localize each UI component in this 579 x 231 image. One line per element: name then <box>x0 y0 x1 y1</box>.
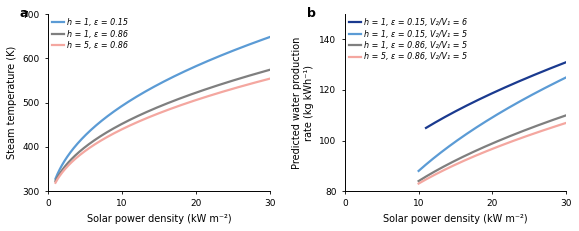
h = 1, ε = 0.15, V₂/V₁ = 5 <box>433 155 440 157</box>
h = 5, ε = 0.86 <box>78 152 85 155</box>
h = 1, ε = 0.86, V₂/V₁ = 5 <box>508 134 515 137</box>
Line: h = 1, ε = 0.15, V₂/V₁ = 6: h = 1, ε = 0.15, V₂/V₁ = 6 <box>426 62 566 128</box>
h = 5, ε = 0.86, V₂/V₁ = 5 <box>522 135 529 138</box>
h = 5, ε = 0.86 <box>137 119 144 122</box>
h = 1, ε = 0.86, V₂/V₁ = 5 <box>474 149 481 152</box>
h = 1, ε = 0.86 <box>207 86 214 89</box>
h = 5, ε = 0.86 <box>186 101 193 103</box>
h = 1, ε = 0.86 <box>78 149 85 152</box>
h = 1, ε = 0.86 <box>208 86 215 89</box>
h = 1, ε = 0.15, V₂/V₁ = 5 <box>522 97 529 100</box>
Legend: h = 1, ε = 0.15, h = 1, ε = 0.86, h = 5, ε = 0.86: h = 1, ε = 0.15, h = 1, ε = 0.86, h = 5,… <box>50 16 130 52</box>
Y-axis label: Predicted water production
rate (kg kWh⁻¹): Predicted water production rate (kg kWh⁻… <box>292 36 314 169</box>
Line: h = 1, ε = 0.86: h = 1, ε = 0.86 <box>56 70 270 181</box>
h = 1, ε = 0.15, V₂/V₁ = 6 <box>563 61 570 64</box>
h = 5, ε = 0.86 <box>122 126 129 129</box>
h = 1, ε = 0.15, V₂/V₁ = 6 <box>525 76 532 79</box>
h = 1, ε = 0.15 <box>78 138 85 141</box>
h = 1, ε = 0.86 <box>122 121 129 124</box>
h = 1, ε = 0.15, V₂/V₁ = 6 <box>439 117 446 119</box>
h = 1, ε = 0.15, V₂/V₁ = 6 <box>478 97 485 100</box>
h = 5, ε = 0.86, V₂/V₁ = 5 <box>463 158 470 161</box>
h = 1, ε = 0.15, V₂/V₁ = 5 <box>563 76 570 79</box>
h = 1, ε = 0.15, V₂/V₁ = 5 <box>522 97 529 100</box>
h = 5, ε = 0.86 <box>207 94 214 97</box>
h = 1, ε = 0.15 <box>266 36 273 39</box>
h = 1, ε = 0.86 <box>186 93 193 96</box>
Line: h = 1, ε = 0.86, V₂/V₁ = 5: h = 1, ε = 0.86, V₂/V₁ = 5 <box>419 115 566 181</box>
h = 5, ε = 0.86, V₂/V₁ = 5 <box>563 122 570 124</box>
h = 1, ε = 0.86 <box>137 113 144 116</box>
h = 5, ε = 0.86, V₂/V₁ = 5 <box>474 154 481 156</box>
h = 1, ε = 0.86, V₂/V₁ = 5 <box>522 129 529 131</box>
h = 1, ε = 0.15, V₂/V₁ = 5 <box>415 170 422 172</box>
h = 1, ε = 0.86, V₂/V₁ = 5 <box>433 169 440 172</box>
Text: a: a <box>19 7 28 20</box>
Y-axis label: Steam temperature (K): Steam temperature (K) <box>7 46 17 159</box>
h = 1, ε = 0.15 <box>52 177 59 180</box>
h = 1, ε = 0.15, V₂/V₁ = 5 <box>508 105 515 107</box>
h = 5, ε = 0.86, V₂/V₁ = 5 <box>508 140 515 143</box>
h = 5, ε = 0.86, V₂/V₁ = 5 <box>415 182 422 185</box>
h = 1, ε = 0.15 <box>207 59 214 61</box>
Text: b: b <box>307 7 316 20</box>
h = 5, ε = 0.86, V₂/V₁ = 5 <box>433 173 440 175</box>
h = 1, ε = 0.15 <box>137 93 144 96</box>
h = 1, ε = 0.86, V₂/V₁ = 5 <box>463 154 470 156</box>
h = 5, ε = 0.86 <box>266 77 273 80</box>
h = 1, ε = 0.15, V₂/V₁ = 6 <box>423 127 430 129</box>
Legend: h = 1, ε = 0.15, V₂/V₁ = 6, h = 1, ε = 0.15, V₂/V₁ = 5, h = 1, ε = 0.86, V₂/V₁ =: h = 1, ε = 0.15, V₂/V₁ = 6, h = 1, ε = 0… <box>347 16 469 63</box>
h = 1, ε = 0.86 <box>266 68 273 71</box>
h = 1, ε = 0.15, V₂/V₁ = 6 <box>468 102 475 104</box>
X-axis label: Solar power density (kW m⁻²): Solar power density (kW m⁻²) <box>383 214 528 224</box>
h = 1, ε = 0.86, V₂/V₁ = 5 <box>563 114 570 117</box>
h = 5, ε = 0.86 <box>208 94 215 97</box>
h = 1, ε = 0.86 <box>52 179 59 182</box>
h = 1, ε = 0.15 <box>186 67 193 70</box>
h = 1, ε = 0.86, V₂/V₁ = 5 <box>415 180 422 182</box>
h = 1, ε = 0.15, V₂/V₁ = 6 <box>511 82 518 85</box>
h = 1, ε = 0.15, V₂/V₁ = 5 <box>474 126 481 128</box>
h = 5, ε = 0.86, V₂/V₁ = 5 <box>522 135 529 138</box>
Line: h = 1, ε = 0.15, V₂/V₁ = 5: h = 1, ε = 0.15, V₂/V₁ = 5 <box>419 77 566 171</box>
X-axis label: Solar power density (kW m⁻²): Solar power density (kW m⁻²) <box>86 214 231 224</box>
h = 1, ε = 0.15, V₂/V₁ = 6 <box>524 76 531 79</box>
Line: h = 1, ε = 0.15: h = 1, ε = 0.15 <box>56 37 270 179</box>
Line: h = 5, ε = 0.86, V₂/V₁ = 5: h = 5, ε = 0.86, V₂/V₁ = 5 <box>419 123 566 184</box>
h = 1, ε = 0.15, V₂/V₁ = 5 <box>463 132 470 135</box>
h = 1, ε = 0.86, V₂/V₁ = 5 <box>522 128 529 131</box>
h = 5, ε = 0.86 <box>52 181 59 184</box>
h = 1, ε = 0.15 <box>122 102 129 105</box>
Line: h = 5, ε = 0.86: h = 5, ε = 0.86 <box>56 79 270 183</box>
h = 1, ε = 0.15 <box>208 58 215 61</box>
